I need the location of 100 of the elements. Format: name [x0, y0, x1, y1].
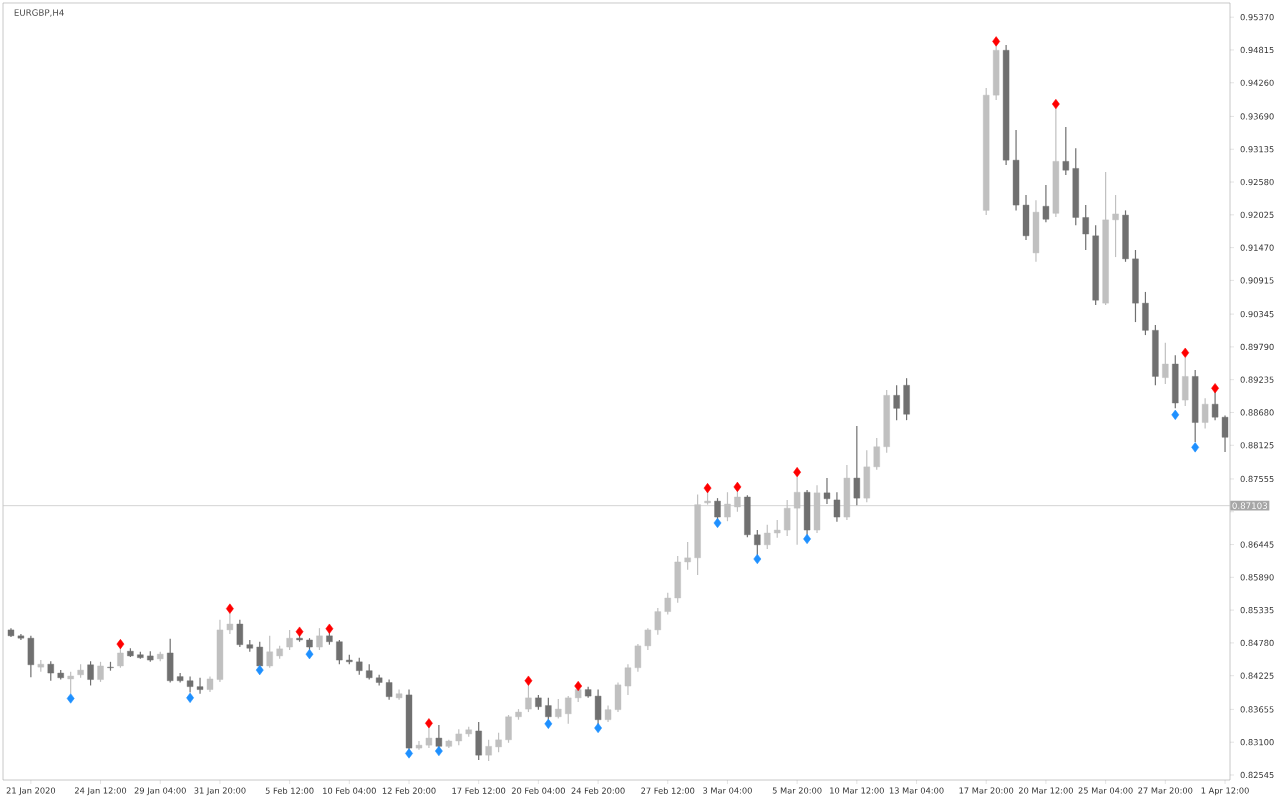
candlestick — [1201, 397, 1209, 430]
candlestick — [236, 619, 244, 648]
candlestick — [1042, 184, 1050, 223]
candlestick — [555, 698, 562, 720]
point — [733, 481, 742, 492]
y-tick-label: 0.92580 — [1240, 178, 1274, 186]
candlestick — [1062, 126, 1069, 176]
candlestick — [634, 643, 642, 673]
y-tick-label: 0.91470 — [1240, 244, 1274, 251]
point — [325, 623, 334, 634]
y-tick-label: 0.92025 — [1240, 211, 1274, 218]
x-tick-label: 24 Jan 12:00 — [74, 787, 127, 796]
text: EURGBP,H4 — [14, 9, 64, 17]
candlestick — [565, 695, 572, 725]
y-tick-label: 0.93690 — [1240, 113, 1274, 120]
x-tick-label: 10 Mar 12:00 — [830, 787, 884, 794]
candlestick — [97, 661, 104, 683]
x-tick-label: 20 Mar 12:00 — [1018, 787, 1073, 794]
candlestick — [654, 607, 661, 636]
y-tick-label: 0.93135 — [1240, 146, 1274, 153]
y-tick-label: 0.88680 — [1240, 409, 1274, 416]
x-tick-label: 17 Mar 20:00 — [959, 787, 1014, 794]
point — [524, 675, 533, 686]
x-tick-label: 25 Mar 04:00 — [1078, 787, 1133, 794]
point — [1171, 409, 1180, 420]
point — [425, 718, 433, 729]
point — [295, 626, 304, 637]
candlestick — [764, 524, 771, 550]
candlestick — [495, 732, 502, 753]
candlestick — [336, 639, 343, 665]
x-tick-label: 20 Feb 04:00 — [511, 787, 565, 794]
candlestick — [1082, 204, 1089, 251]
y-tick-label: 0.94815 — [1240, 46, 1274, 54]
point — [574, 680, 583, 692]
candlestick — [823, 477, 831, 505]
y-tick-label: 0.86445 — [1240, 541, 1274, 548]
candlestick — [1112, 194, 1119, 258]
point — [803, 533, 811, 544]
y-tick-label: 0.87555 — [1240, 475, 1274, 483]
y-tick-label: 0.90915 — [1240, 277, 1274, 284]
candlestick — [893, 384, 900, 421]
x-tick-label: 1 Apr 12:00 — [1201, 787, 1249, 796]
candlestick — [196, 677, 204, 695]
candlestick — [684, 541, 691, 571]
point — [1191, 442, 1200, 453]
candlestick — [385, 678, 393, 701]
candlestick — [266, 635, 273, 669]
x-tick-label: 21 Jan 2020 — [6, 787, 56, 796]
candlestick — [853, 425, 861, 506]
candlestick — [833, 491, 841, 523]
x-tick-label: 3 Mar 04:00 — [703, 787, 752, 794]
candlestick — [316, 627, 323, 651]
x-tick-label: 29 Jan 04:00 — [134, 787, 186, 796]
point — [305, 649, 314, 660]
y-tick-label: 0.94260 — [1240, 79, 1274, 86]
y-tick-label: 0.90345 — [1240, 310, 1274, 318]
candlestick — [87, 660, 94, 687]
point — [186, 692, 194, 703]
y-tick-label: 0.85890 — [1240, 574, 1274, 581]
y-tick-label: 0.88125 — [1240, 442, 1274, 449]
x-tick-label: 5 Feb 12:00 — [265, 787, 314, 794]
y-tick-label: 0.89235 — [1240, 376, 1274, 383]
candlestick — [644, 627, 652, 651]
x-tick-label: 24 Feb 20:00 — [571, 787, 625, 794]
x-tick-label: 10 Feb 04:00 — [323, 787, 376, 794]
point — [703, 483, 712, 494]
point — [1051, 98, 1060, 110]
candlestick — [485, 739, 492, 762]
point — [255, 665, 264, 676]
point — [544, 718, 553, 729]
candlestick — [505, 714, 512, 744]
point — [1181, 347, 1190, 358]
y-tick-label: 0.89790 — [1240, 343, 1274, 351]
ref-line-label: 0.87103 — [1232, 502, 1267, 509]
x-tick-label: 13 Mar 04:00 — [889, 787, 944, 794]
y-tick-label: 0.83100 — [1240, 739, 1274, 746]
y-tick-label: 0.95370 — [1240, 14, 1274, 21]
point — [713, 517, 722, 529]
candlestick — [286, 629, 293, 651]
x-tick-label: 27 Mar 20:00 — [1138, 787, 1193, 794]
candlestick — [1221, 414, 1229, 453]
candlestick — [1162, 342, 1169, 385]
candlestick — [47, 660, 54, 682]
candlestick — [873, 437, 880, 471]
point — [992, 36, 1001, 47]
x-tick-label: 31 Jan 20:00 — [194, 787, 246, 796]
point — [226, 603, 234, 614]
candlestick — [664, 592, 671, 616]
point — [753, 553, 762, 565]
y-tick-label: 0.85335 — [1240, 607, 1274, 614]
y-tick-label: 0.83655 — [1240, 706, 1274, 713]
x-tick-label: 5 Mar 20:00 — [772, 787, 822, 794]
point — [793, 467, 801, 478]
point — [116, 639, 125, 650]
y-tick-label: 0.82545 — [1240, 771, 1274, 779]
point — [405, 748, 413, 759]
x-tick-label: 17 Feb 12:00 — [452, 787, 506, 794]
y-tick-label: 0.84225 — [1240, 672, 1274, 679]
x-tick-label: 27 Feb 12:00 — [641, 787, 695, 794]
candlestick — [176, 672, 184, 684]
